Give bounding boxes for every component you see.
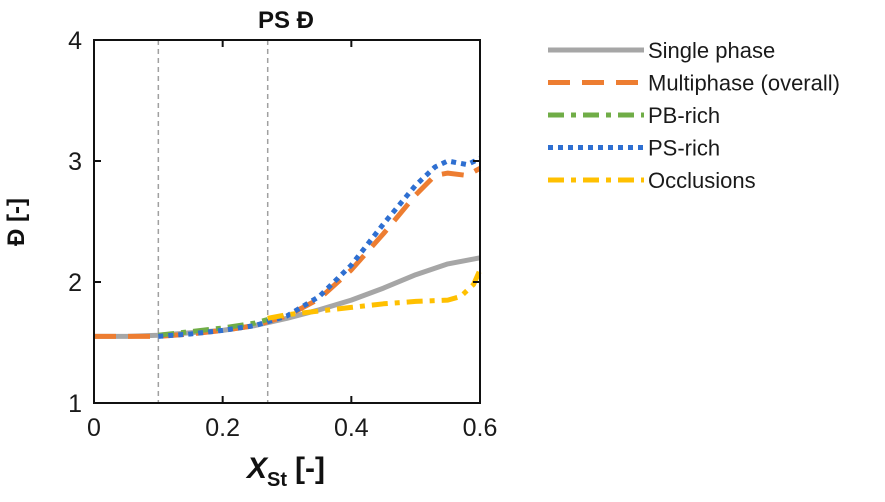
series-line-5	[267, 268, 483, 321]
legend-label-2: Multiphase (overall)	[648, 71, 840, 96]
plot-frame	[93, 39, 481, 404]
series-line-1	[94, 255, 481, 339]
y-axis-title: Đ [-]	[3, 198, 30, 246]
y-tick-label: 1	[68, 390, 82, 418]
legend-label-1: Single phase	[648, 38, 775, 63]
axes: 0 0.2 0.4 0.6 1 2 3 4	[68, 27, 497, 442]
y-tick-label: 2	[68, 269, 82, 297]
x-tick-label: 0.4	[334, 414, 369, 442]
x-axis-title-suffix: [-]	[295, 452, 325, 485]
legend-label-5: Occlusions	[648, 168, 756, 193]
plot-area	[94, 40, 483, 403]
x-axis-title: XSt [-]	[245, 452, 325, 491]
x-tick-label: 0.6	[463, 414, 498, 442]
series-line-2	[94, 166, 482, 339]
y-tick-label: 3	[68, 148, 82, 176]
legend-label-4: PS-rich	[648, 136, 720, 161]
series-line-4	[158, 156, 482, 339]
x-tick-label: 0	[87, 414, 101, 442]
x-axis-title-subscript: St	[267, 469, 287, 491]
chart-title: PS Đ	[258, 7, 314, 34]
y-tick-label: 4	[68, 27, 82, 55]
legend-label-3: PB-rich	[648, 103, 720, 128]
x-axis-title-main: X	[245, 452, 269, 485]
legend: Single phase Multiphase (overall) PB-rich P…	[548, 38, 840, 193]
x-tick-label: 0.2	[205, 414, 240, 442]
